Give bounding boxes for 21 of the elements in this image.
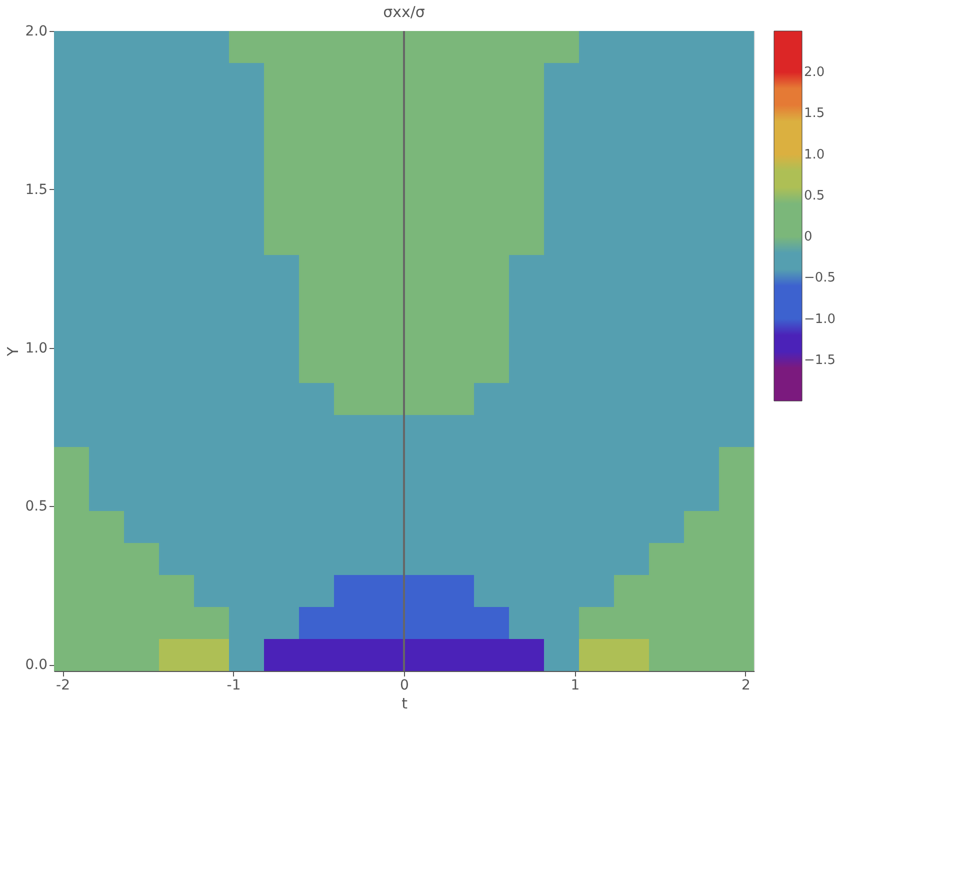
x-tick-label: -1 bbox=[226, 678, 241, 694]
color-bar-label: 1.5 bbox=[804, 106, 825, 122]
color-bar-label: 1.0 bbox=[804, 147, 825, 162]
color-bar-label: 0.5 bbox=[804, 188, 825, 204]
color-bar-label: 0 bbox=[804, 230, 812, 245]
y-axis-title: Y bbox=[4, 346, 22, 358]
color-bar-label: −0.5 bbox=[804, 270, 836, 286]
x-tick-label: -2 bbox=[56, 678, 70, 694]
y-tick-label: 2.0 bbox=[25, 24, 48, 40]
color-bar-label: −1.0 bbox=[804, 312, 836, 327]
color-bar-label: −1.5 bbox=[804, 352, 836, 368]
x-tick-label: 2 bbox=[742, 678, 750, 694]
y-tick-label: 1.0 bbox=[25, 340, 48, 356]
chart-title: σxx/σ bbox=[383, 3, 426, 21]
y-tick-label: 1.5 bbox=[25, 182, 48, 198]
y-tick-label: 0.5 bbox=[25, 498, 48, 515]
x-tick-label: 0 bbox=[400, 678, 409, 694]
y-tick-label: 0.0 bbox=[25, 657, 48, 674]
x-axis-title: t bbox=[402, 694, 408, 712]
color-bar-label: 2.0 bbox=[804, 65, 825, 80]
x-tick-label: 1 bbox=[570, 678, 580, 694]
